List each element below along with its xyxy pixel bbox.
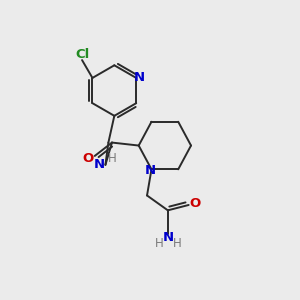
- Text: O: O: [190, 197, 201, 210]
- Text: N: N: [93, 158, 104, 171]
- Text: H: H: [154, 237, 163, 250]
- Text: N: N: [145, 164, 156, 177]
- Text: H: H: [173, 237, 182, 250]
- Text: H: H: [108, 152, 116, 165]
- Text: O: O: [82, 152, 94, 165]
- Text: N: N: [163, 232, 174, 244]
- Text: N: N: [134, 71, 145, 84]
- Text: Cl: Cl: [75, 48, 89, 61]
